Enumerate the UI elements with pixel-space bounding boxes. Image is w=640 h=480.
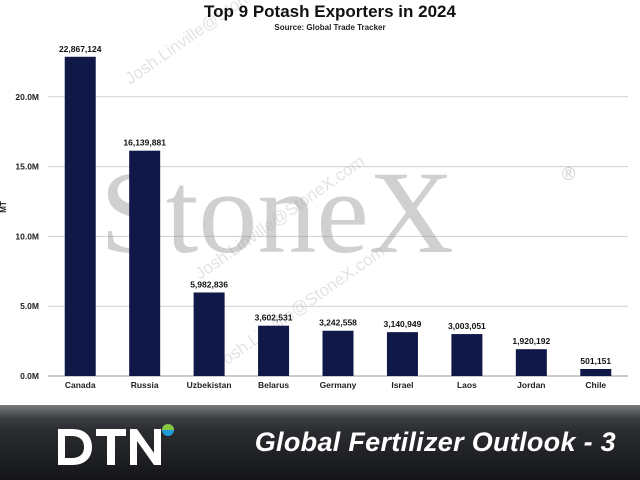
footer-banner: Global Fertilizer Outlook - 3	[0, 405, 640, 480]
x-category-label: Germany	[320, 380, 357, 390]
data-label: 3,242,558	[319, 318, 357, 328]
data-label: 1,920,192	[512, 336, 550, 346]
x-category-label: Israel	[391, 380, 413, 390]
data-label: 5,982,836	[190, 279, 228, 289]
bar-belarus	[258, 325, 290, 376]
data-labels: 22,867,124 16,139,881 5,982,836 3,602,531 3,…	[59, 44, 611, 366]
x-category-label: Laos	[457, 380, 477, 390]
chart-area: StoneX ® Josh.Linville@StoneX.com Josh.L…	[0, 0, 628, 390]
data-label: 3,140,949	[384, 319, 422, 329]
data-label: 3,602,531	[255, 313, 293, 323]
bar-canada	[64, 56, 96, 376]
chart-subtitle: Source: Global Trade Tracker	[274, 23, 385, 32]
y-tick-label: 5.0M	[20, 301, 39, 311]
dtn-logo	[58, 424, 174, 465]
bar-germany	[322, 330, 354, 376]
bar-chart: StoneX ® Josh.Linville@StoneX.com Josh.L…	[0, 0, 628, 390]
y-tick-label: 10.0M	[15, 231, 39, 241]
data-label: 22,867,124	[59, 44, 102, 54]
watermark-registered-mark: ®	[562, 164, 575, 184]
x-category-label: Jordan	[517, 380, 545, 390]
bar-israel	[386, 332, 418, 376]
x-category-label: Uzbekistan	[187, 380, 232, 390]
footer-title: Global Fertilizer Outlook - 3	[254, 427, 616, 457]
data-label: 3,003,051	[448, 321, 486, 331]
y-tick-label: 15.0M	[15, 162, 39, 172]
bar-jordan	[515, 349, 547, 376]
y-tick-label: 20.0M	[15, 92, 39, 102]
y-axis-label: MT	[0, 201, 8, 213]
x-category-label: Belarus	[258, 380, 289, 390]
y-axis-ticks: 0.0M 5.0M 10.0M 15.0M 20.0M	[15, 92, 39, 381]
y-tick-label: 0.0M	[20, 371, 39, 381]
data-label: 16,139,881	[123, 138, 166, 148]
x-category-label: Chile	[585, 380, 606, 390]
x-category-label: Russia	[131, 380, 159, 390]
chart-title: Top 9 Potash Exporters in 2024	[204, 2, 456, 21]
x-category-label: Canada	[65, 380, 96, 390]
bar-russia	[129, 150, 161, 376]
x-axis-categories: Canada Russia Uzbekistan Belarus Germany Isra…	[65, 380, 607, 390]
bar-uzbekistan	[193, 292, 225, 376]
bar-chile	[580, 369, 612, 376]
data-label: 501,151	[580, 356, 611, 366]
bars	[64, 56, 612, 376]
bar-laos	[451, 334, 483, 376]
